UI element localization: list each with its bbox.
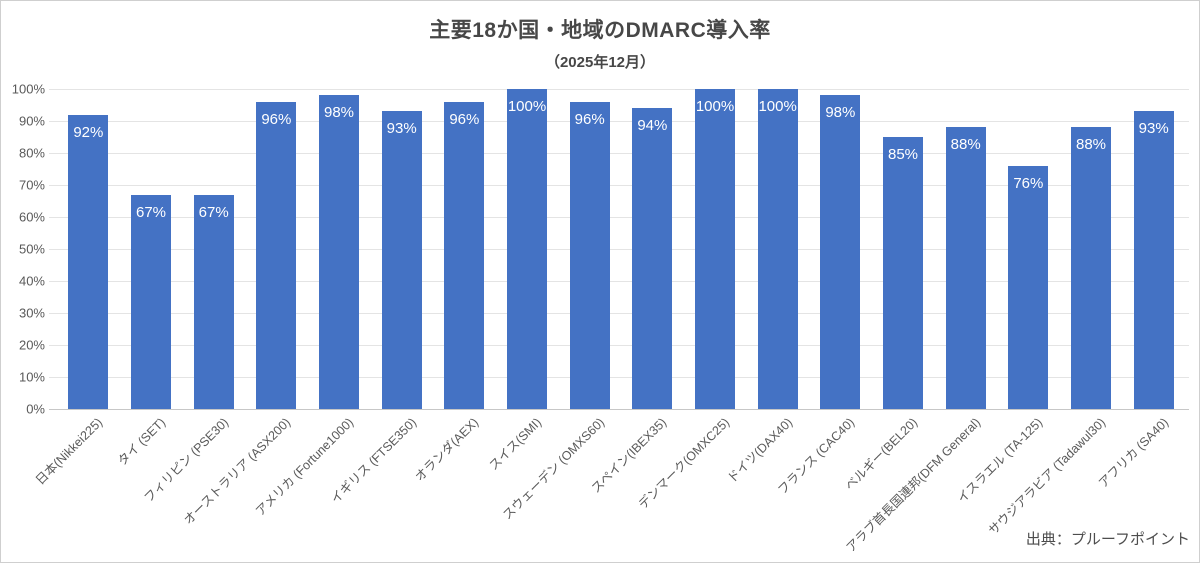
bar-value-label: 88% bbox=[1075, 136, 1107, 154]
bar-value-label: 92% bbox=[73, 123, 104, 141]
bar-13: 85% bbox=[883, 137, 923, 409]
y-axis-tick-label: 40% bbox=[18, 273, 45, 289]
bar-16: 88% bbox=[1071, 127, 1111, 409]
bar-2: 67% bbox=[193, 194, 234, 409]
bar-value-label: 96% bbox=[449, 110, 480, 128]
gridline bbox=[49, 377, 1189, 378]
bar-value-label: 98% bbox=[825, 104, 856, 122]
bar-17: 93% bbox=[1133, 111, 1174, 409]
bar-value-label: 98% bbox=[323, 104, 355, 122]
bar-9: 94% bbox=[632, 108, 673, 409]
bar-4: 98% bbox=[319, 95, 359, 409]
bar-value-label: 94% bbox=[637, 117, 668, 135]
bar-12: 98% bbox=[820, 95, 861, 409]
x-axis-baseline bbox=[49, 409, 1189, 410]
bar-3: 96% bbox=[256, 101, 297, 409]
bar-value-label: 67% bbox=[198, 203, 229, 221]
gridline bbox=[49, 313, 1189, 314]
bar-6: 96% bbox=[444, 101, 485, 409]
y-axis-tick-label: 50% bbox=[18, 241, 45, 257]
bar-11: 100% bbox=[757, 89, 798, 409]
gridline bbox=[49, 217, 1189, 218]
y-axis-tick-label: 90% bbox=[18, 113, 45, 129]
bar-10: 100% bbox=[695, 89, 735, 409]
gridline bbox=[49, 89, 1189, 90]
gridline bbox=[49, 281, 1189, 282]
bar-15: 76% bbox=[1008, 165, 1049, 409]
y-axis-tick-label: 10% bbox=[18, 369, 45, 385]
bar-1: 67% bbox=[131, 194, 171, 409]
bar-8: 96% bbox=[569, 101, 610, 409]
y-axis-tick-label: 30% bbox=[18, 305, 45, 321]
gridline bbox=[49, 345, 1189, 346]
y-axis-tick-label: 80% bbox=[18, 145, 45, 161]
y-axis-tick-label: 70% bbox=[18, 177, 45, 193]
bar-value-label: 93% bbox=[1138, 120, 1169, 138]
bar-14: 88% bbox=[945, 127, 986, 409]
y-axis-tick-label: 60% bbox=[18, 209, 45, 225]
chart-subtitle: （2025年12月） bbox=[544, 54, 656, 71]
bar-0: 92% bbox=[68, 114, 109, 409]
chart-title: 主要18か国・地域のDMARC導入率 bbox=[429, 19, 771, 42]
bar-value-label: 100% bbox=[507, 98, 547, 115]
bar-value-label: 88% bbox=[950, 136, 981, 154]
bar-7: 100% bbox=[507, 89, 547, 409]
gridline bbox=[49, 121, 1189, 122]
gridline bbox=[49, 153, 1189, 154]
bar-value-label: 67% bbox=[135, 203, 167, 221]
bar-value-label: 100% bbox=[758, 98, 797, 115]
bar-5: 93% bbox=[381, 111, 422, 409]
bar-value-label: 76% bbox=[1013, 174, 1044, 192]
y-axis-tick-label: 20% bbox=[18, 337, 45, 353]
bar-value-label: 96% bbox=[261, 110, 292, 128]
bar-value-label: 93% bbox=[386, 120, 417, 138]
source-note: 出典：プルーフポイント bbox=[1025, 531, 1190, 548]
bar-value-label: 96% bbox=[574, 110, 605, 128]
gridline bbox=[49, 249, 1189, 250]
bar-value-label: 100% bbox=[695, 98, 735, 115]
y-axis-tick-label: 0% bbox=[26, 401, 45, 417]
y-axis-tick-label: 100% bbox=[11, 81, 45, 97]
gridline bbox=[49, 185, 1189, 186]
bar-value-label: 85% bbox=[887, 146, 919, 163]
